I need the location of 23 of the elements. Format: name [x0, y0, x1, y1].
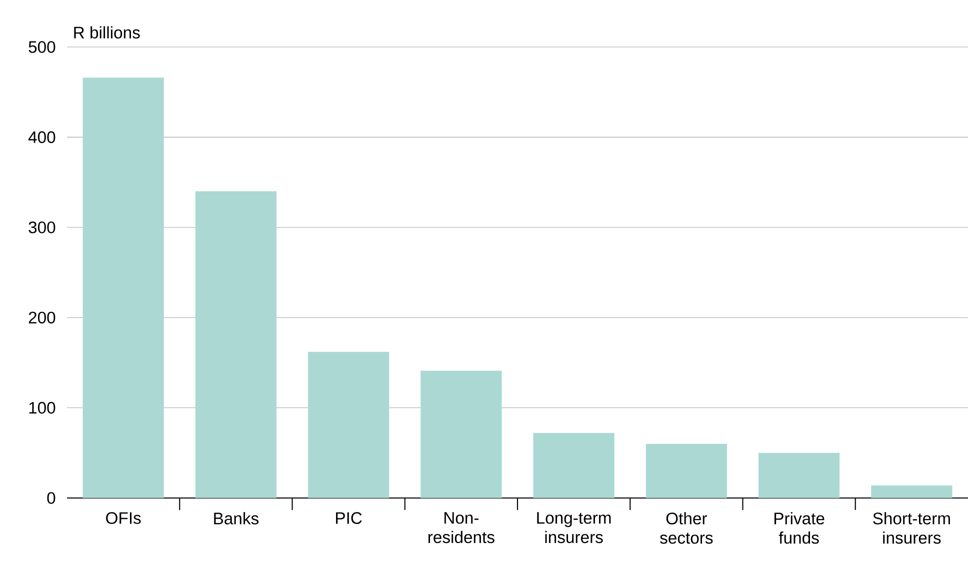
bar: [646, 444, 727, 498]
y-tick-label: 300: [28, 222, 56, 234]
x-tick-label: Other sectors: [660, 512, 713, 544]
bar: [871, 485, 952, 498]
y-tick-label: 200: [28, 312, 56, 324]
bar: [420, 370, 502, 498]
y-tick-label: 100: [29, 402, 56, 414]
y-tick-label: 500: [28, 41, 56, 53]
x-tick-label: Long-term insurers: [537, 512, 611, 544]
y-tick-label: 400: [28, 131, 56, 144]
bar: [533, 433, 614, 498]
x-tick-label: PIC: [336, 512, 362, 524]
bar: [82, 78, 164, 498]
x-tick-label: Non-residents: [428, 512, 494, 544]
x-tick-label: Short-term insurers: [873, 512, 950, 544]
x-tick-label: OFIs: [106, 512, 141, 524]
bar: [758, 452, 840, 498]
y-tick-label: 0: [47, 492, 56, 504]
x-tick-label: Banks: [214, 512, 258, 524]
bar: [195, 191, 276, 498]
y-axis-title: R billions: [74, 26, 140, 39]
bar: [308, 352, 390, 498]
x-tick-label: Private funds: [774, 512, 824, 544]
